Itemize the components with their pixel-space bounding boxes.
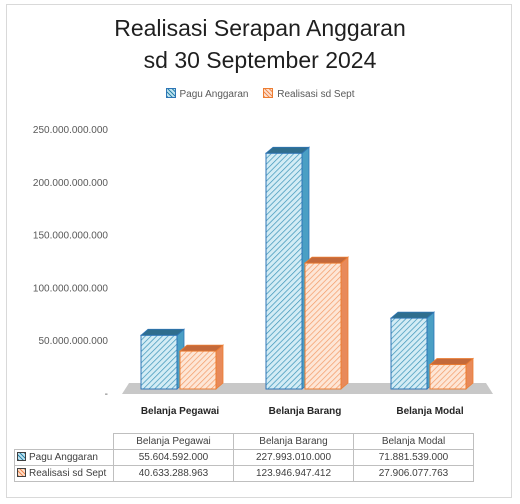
- bar-front: [179, 350, 217, 390]
- bars: [139, 146, 475, 390]
- bar-realisasi: [303, 256, 350, 390]
- data-table-header: Belanja Barang: [233, 433, 354, 450]
- data-table-series-name: Realisasi sd Sept: [29, 468, 107, 479]
- chart-title-line1: Realisasi Serapan Anggaran: [114, 15, 406, 41]
- data-table-header-row: Belanja Pegawai Belanja Barang Belanja M…: [14, 433, 474, 450]
- bar-front: [140, 334, 178, 390]
- chart-title-line2: sd 30 September 2024: [143, 47, 377, 73]
- bar-top: [264, 146, 311, 154]
- legend-swatch-pagu: [165, 88, 176, 98]
- data-table-row-realisasi: Realisasi sd Sept 40.633.288.963 123.946…: [14, 465, 474, 482]
- data-table-key-realisasi: [17, 468, 26, 477]
- y-tick-label: 100.000.000.000: [33, 283, 109, 294]
- y-tick-label: 50.000.000.000: [38, 336, 108, 347]
- bar-pagu: [139, 328, 186, 390]
- bar-front: [304, 262, 342, 390]
- bar-realisasi: [428, 357, 475, 390]
- y-axis: - 50.000.000.000 100.000.000.000 150.000.00…: [33, 125, 109, 400]
- x-category-label: Belanja Pegawai: [141, 406, 220, 417]
- data-table-cell: 227.993.010.000: [233, 449, 354, 466]
- legend-label-realisasi: Realisasi sd Sept: [277, 89, 355, 100]
- bar-pagu: [264, 146, 311, 390]
- data-table-cell: 27.906.077.763: [353, 465, 474, 482]
- data-table-cell: 55.604.592.000: [113, 449, 234, 466]
- bar-front: [429, 364, 467, 390]
- data-table-series-label: Realisasi sd Sept: [14, 465, 114, 482]
- data-table-cell: 123.946.947.412: [233, 465, 354, 482]
- bar-front: [390, 317, 428, 390]
- chart-legend: Pagu Anggaran Realisasi sd Sept: [0, 88, 520, 100]
- bar-top: [303, 256, 350, 264]
- chart-frame: [6, 4, 512, 498]
- data-table-row-pagu: Pagu Anggaran 55.604.592.000 227.993.010…: [14, 449, 474, 466]
- data-table-key-pagu: [17, 452, 26, 461]
- bar-top: [178, 344, 225, 352]
- data-table-cell: 40.633.288.963: [113, 465, 234, 482]
- bar-top: [389, 311, 436, 319]
- bar-front: [265, 152, 303, 390]
- legend-item-pagu: Pagu Anggaran: [165, 88, 249, 100]
- y-tick-label: 250.000.000.000: [33, 125, 109, 136]
- bar-realisasi: [178, 344, 225, 390]
- data-table-header: Belanja Pegawai: [113, 433, 234, 450]
- data-table-corner: [14, 433, 114, 450]
- data-table-series-name: Pagu Anggaran: [29, 452, 98, 463]
- data-table-series-label: Pagu Anggaran: [14, 449, 114, 466]
- y-tick-label: 200.000.000.000: [33, 178, 109, 189]
- legend-label-pagu: Pagu Anggaran: [179, 89, 249, 100]
- y-tick-label: -: [105, 389, 108, 400]
- legend-swatch-realisasi: [263, 88, 274, 98]
- x-category-label: Belanja Barang: [269, 406, 342, 417]
- data-table-cell: 71.881.539.000: [353, 449, 474, 466]
- data-table-header: Belanja Modal: [353, 433, 474, 450]
- x-axis: Belanja Pegawai Belanja Barang Belanja Mod…: [141, 406, 464, 417]
- bar-top: [139, 328, 186, 336]
- bar-side: [215, 344, 224, 390]
- legend-item-realisasi: Realisasi sd Sept: [263, 88, 355, 100]
- bar-side: [340, 256, 349, 390]
- bar-pagu: [389, 311, 436, 390]
- data-table: Belanja Pegawai Belanja Barang Belanja M…: [14, 433, 474, 482]
- y-tick-label: 150.000.000.000: [33, 231, 109, 242]
- x-category-label: Belanja Modal: [396, 406, 463, 417]
- bar-top: [428, 358, 475, 365]
